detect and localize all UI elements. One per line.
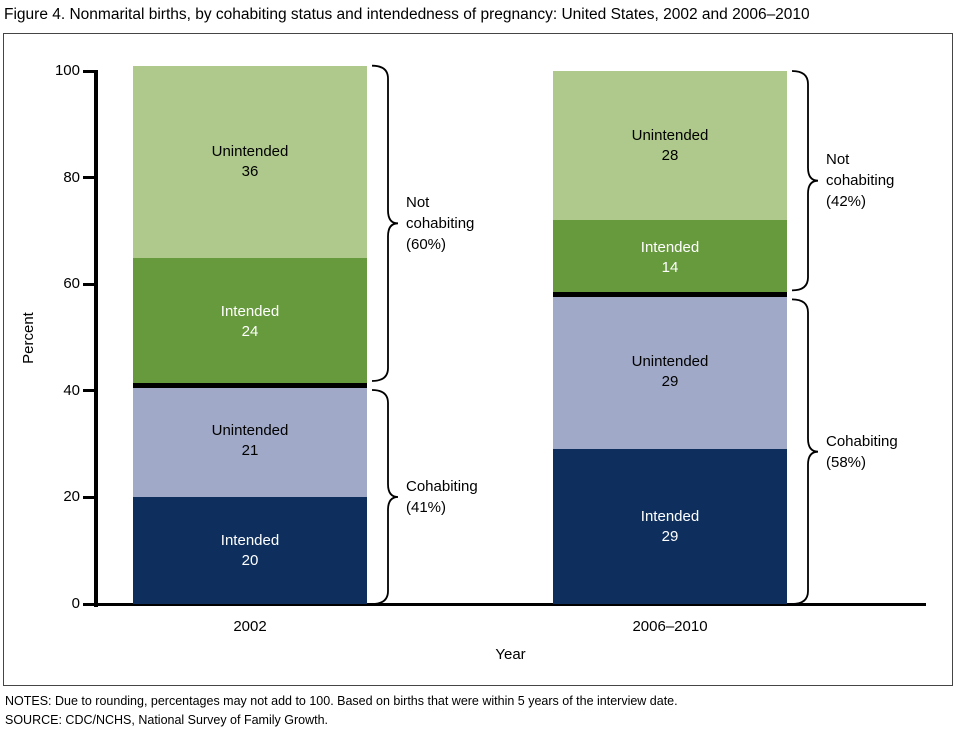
y-axis-line xyxy=(94,69,98,607)
group-label: Not cohabiting (60%) xyxy=(406,192,474,255)
brace-cohabiting-(58%) xyxy=(791,298,819,605)
group-label-line: Not xyxy=(826,151,850,169)
group-label-line: Cohabiting xyxy=(406,477,478,495)
group-label: Not cohabiting (42%) xyxy=(826,149,894,212)
group-label-line: (60%) xyxy=(406,235,447,253)
x-category-label: 2006–2010 xyxy=(632,618,708,635)
bar-segment-not-cohabiting-unintended: Unintended 36 xyxy=(133,65,367,258)
segment-value: 29 xyxy=(661,373,679,391)
group-label: Cohabiting (58%) xyxy=(826,431,898,473)
y-tick-label: 100 xyxy=(54,62,80,79)
bar-segment-cohabiting-unintended: Unintended 21 xyxy=(133,385,367,498)
group-label: Cohabiting (41%) xyxy=(406,476,478,518)
source-text: SOURCE: CDC/NCHS, National Survey of Fam… xyxy=(5,713,328,727)
y-tick-label: 0 xyxy=(71,595,80,612)
segment-label: Unintended xyxy=(211,142,289,160)
segment-value: 20 xyxy=(241,551,259,569)
segment-label: Intended xyxy=(220,302,280,320)
figure-title: Figure 4. Nonmarital births, by cohabiti… xyxy=(4,6,810,23)
y-tick-mark xyxy=(83,282,97,286)
bar-segment-not-cohabiting-intended: Intended 24 xyxy=(133,257,367,386)
y-tick-mark xyxy=(83,602,97,606)
y-tick-mark xyxy=(83,176,97,180)
brace-not-cohabiting-(60%) xyxy=(371,64,399,382)
bar-segment-cohabiting-intended: Intended 20 xyxy=(133,497,367,604)
segment-label: Unintended xyxy=(211,422,289,440)
notes-text: NOTES: Due to rounding, percentages may … xyxy=(5,694,678,708)
y-tick-mark xyxy=(83,389,97,393)
x-axis-line xyxy=(94,602,926,606)
segment-value: 14 xyxy=(661,258,679,276)
group-label-line: (58%) xyxy=(826,453,867,471)
group-label-line: (41%) xyxy=(406,498,447,516)
group-divider xyxy=(133,382,367,388)
x-category-label: 2002 xyxy=(233,618,267,635)
bar-segment-cohabiting-unintended: Unintended 29 xyxy=(553,294,787,450)
group-label-line: Not xyxy=(406,193,430,211)
bar-segment-not-cohabiting-intended: Intended 14 xyxy=(553,220,787,295)
y-tick-mark xyxy=(83,69,97,73)
segment-label: Intended xyxy=(640,238,700,256)
y-tick-label: 80 xyxy=(63,168,80,186)
y-tick-label: 60 xyxy=(63,275,80,293)
group-label-line: cohabiting xyxy=(826,172,895,190)
x-axis-title: Year xyxy=(495,646,526,663)
segment-value: 36 xyxy=(241,162,259,180)
y-tick-label: 40 xyxy=(63,381,80,399)
group-label-line: cohabiting xyxy=(406,214,475,232)
bar-segment-not-cohabiting-unintended: Unintended 28 xyxy=(553,71,787,221)
brace-cohabiting-(41%) xyxy=(371,389,399,605)
group-label-line: Cohabiting xyxy=(826,432,898,450)
y-tick-mark xyxy=(83,495,97,499)
segment-value: 29 xyxy=(661,527,679,545)
group-divider xyxy=(553,292,787,298)
bar-segment-cohabiting-intended: Intended 29 xyxy=(553,449,787,604)
segment-label: Intended xyxy=(220,531,280,549)
segment-label: Unintended xyxy=(631,353,709,371)
y-tick-label: 20 xyxy=(63,488,80,506)
segment-value: 24 xyxy=(241,322,259,340)
segment-value: 21 xyxy=(241,442,259,460)
segment-label: Unintended xyxy=(631,126,709,144)
segment-label: Intended xyxy=(640,507,700,525)
brace-not-cohabiting-(42%) xyxy=(791,70,819,292)
chart-frame: Percent Year 0 20 40 60 80 100 Intended 20 Unint… xyxy=(3,33,953,686)
group-label-line: (42%) xyxy=(826,193,867,211)
segment-value: 28 xyxy=(661,146,679,164)
